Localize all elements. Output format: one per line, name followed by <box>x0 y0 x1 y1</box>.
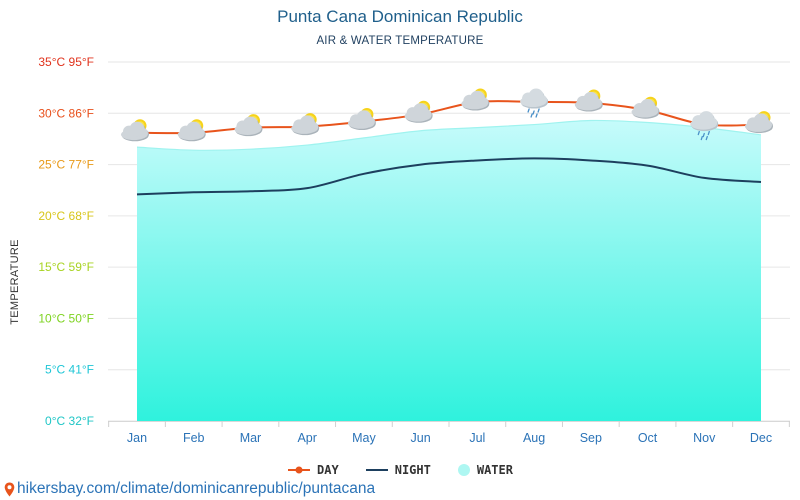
source-url: hikersbay.com/climate/dominicanrepublic/… <box>17 480 376 497</box>
x-tick-label: Sep <box>580 431 602 445</box>
partly-cloudy-icon <box>177 119 206 142</box>
night-line-layer <box>136 157 762 196</box>
legend-item-night[interactable]: NIGHT <box>365 463 431 477</box>
legend-day-swatch <box>288 466 311 474</box>
partly-cloudy-icon <box>404 100 433 123</box>
partly-cloudy-icon <box>291 113 320 136</box>
partly-cloudy-icon <box>121 119 149 142</box>
water-line <box>136 119 762 151</box>
water-area <box>137 120 761 422</box>
partly-cloudy-icon <box>461 88 490 111</box>
y-tick-label: 25°C 77°F <box>38 158 94 172</box>
x-tick-label: May <box>352 431 376 445</box>
map-pin-icon <box>4 482 15 496</box>
y-tick-label: 0°C 32°F <box>45 414 94 428</box>
x-tick-label: Nov <box>693 431 716 445</box>
x-tick-label: Oct <box>638 431 658 445</box>
partly-cloudy-icon <box>234 114 263 137</box>
x-tick-label: Jun <box>411 431 431 445</box>
rain-cloud-icon <box>520 88 549 118</box>
x-axis-ticks: Jan Feb Mar Apr May Jun Jul Aug Sep Oct Nov Dec <box>108 421 790 445</box>
partly-cloudy-icon <box>745 111 773 134</box>
y-tick-label: 30°C 86°F <box>38 106 94 120</box>
x-tick-label: Mar <box>240 431 262 445</box>
y-axis-ticks: 0°C 32°F 5°C 41°F 10°C 50°F 15°C 59°F 20°C 6… <box>38 55 94 428</box>
legend-night-swatch <box>365 469 388 471</box>
water-area-layer <box>136 119 762 422</box>
partly-cloudy-icon <box>574 89 603 112</box>
x-tick-label: Aug <box>523 431 545 445</box>
weather-icons-layer <box>121 88 773 142</box>
legend-item-day[interactable]: DAY <box>287 463 339 477</box>
legend-night-label: NIGHT <box>394 463 431 477</box>
legend-day-label: DAY <box>317 463 339 477</box>
x-tick-label: Apr <box>297 431 316 445</box>
legend-item-water[interactable]: WATER <box>457 463 513 477</box>
y-tick-label: 5°C 41°F <box>45 363 94 377</box>
chart-subtitle: AIR & WATER TEMPERATURE <box>316 35 484 47</box>
rain-cloud-icon <box>690 111 719 141</box>
temperature-chart: 0°C 32°F 5°C 41°F 10°C 50°F 15°C 59°F 20°C 6… <box>38 55 790 445</box>
x-tick-label: Dec <box>750 431 772 445</box>
legend-water-swatch <box>457 464 470 476</box>
partly-cloudy-icon <box>347 107 376 130</box>
partly-cloudy-icon <box>631 96 660 119</box>
legend-water-label: WATER <box>476 463 513 477</box>
legend: DAY NIGHT WATER <box>0 463 800 477</box>
x-tick-label: Jul <box>469 431 485 445</box>
night-line <box>136 157 762 196</box>
y-tick-label: 35°C 95°F <box>38 55 94 69</box>
chart-title: Punta Cana Dominican Republic <box>277 7 523 26</box>
source-link[interactable]: hikersbay.com/climate/dominicanrepublic/… <box>4 480 375 498</box>
x-tick-label: Jan <box>127 431 147 445</box>
y-tick-label: 10°C 50°F <box>38 311 94 325</box>
y-tick-label: 15°C 59°F <box>38 260 94 274</box>
x-tick-label: Feb <box>183 431 205 445</box>
y-tick-label: 20°C 68°F <box>38 209 94 223</box>
